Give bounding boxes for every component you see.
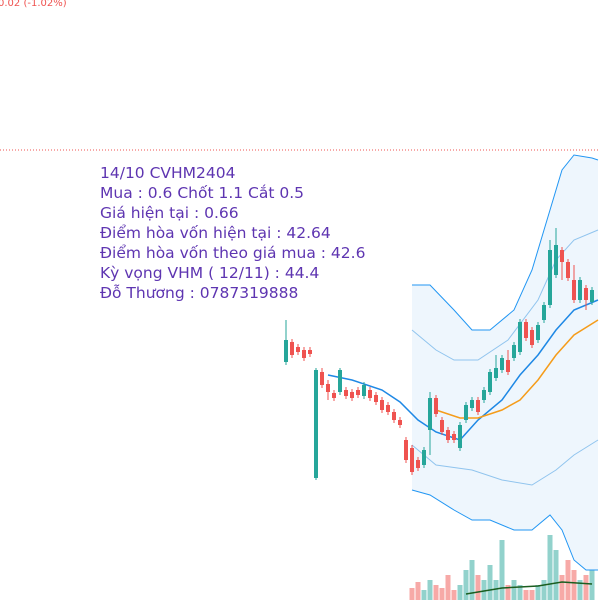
candle-body [494, 368, 498, 378]
candle-body [542, 305, 546, 320]
candle-body [488, 372, 492, 392]
volume-bar [517, 585, 523, 600]
candle-body [416, 460, 420, 468]
candle-body [368, 390, 372, 398]
volume-bar [565, 560, 571, 600]
candle-body [356, 390, 360, 395]
volume-bar [511, 580, 517, 600]
volume-bar [409, 588, 415, 600]
candle-body [518, 322, 522, 352]
candle-body [290, 342, 294, 355]
indicator-line [411, 489, 598, 571]
indicator-line [327, 299, 599, 441]
volume-bar [571, 570, 577, 600]
candle-body [584, 288, 588, 300]
volume-bar [469, 560, 475, 600]
volume-bar [445, 575, 451, 600]
volume-bar [577, 580, 583, 600]
candle-body [398, 420, 402, 425]
candle-body [536, 325, 540, 340]
volume-bar [475, 575, 481, 600]
candle-body [590, 290, 594, 302]
candle-body [380, 400, 384, 410]
volume-bar [439, 588, 445, 600]
candle-body [434, 398, 438, 414]
candle-body [392, 412, 396, 420]
candle-body [362, 385, 366, 396]
volume-bar [451, 590, 457, 600]
candle-body [572, 280, 576, 300]
volume-bar [523, 590, 529, 600]
volume-bar [415, 582, 421, 600]
indicator-line [411, 229, 599, 361]
candle-body [566, 262, 570, 278]
volume-bar [463, 570, 469, 600]
volume-bar [427, 580, 433, 600]
candle-body [404, 440, 408, 460]
candle-body [524, 322, 528, 338]
volume-bar [487, 565, 493, 600]
volume-bar [457, 585, 463, 600]
candle-body [458, 425, 462, 448]
header-change: 0.02 (-1.02%) [0, 0, 67, 9]
annotation-line: Đỗ Thương : 0787319888 [100, 284, 298, 302]
annotation-line: Giá hiện tại : 0.66 [100, 204, 239, 222]
volume-bar [583, 575, 589, 600]
volume-bar [481, 580, 487, 600]
volume-bar [553, 550, 559, 600]
candle-body [314, 370, 318, 478]
candle-body [422, 450, 426, 465]
volume-bar [589, 570, 595, 600]
volume-bar [535, 585, 541, 600]
candle-body [476, 400, 480, 412]
candle-body [440, 420, 444, 432]
candle-body [446, 430, 450, 440]
candle-body [326, 384, 330, 392]
candle-body [464, 405, 468, 420]
volume-bar [499, 540, 505, 600]
candle-body [470, 400, 474, 408]
candle-body [320, 372, 324, 385]
candle-body [452, 434, 456, 440]
volume-bar [505, 585, 511, 600]
candle-body [554, 245, 558, 275]
candle-body [578, 280, 582, 300]
annotation-line: Điểm hòa vốn hiện tại : 42.64 [100, 224, 331, 242]
annotation-line: 14/10 CVHM2404 [100, 164, 236, 182]
candle-body [344, 390, 348, 396]
volume-bar [421, 590, 427, 600]
volume-bar [559, 575, 565, 600]
candle-body [500, 358, 504, 370]
indicator-line [411, 439, 599, 486]
volume-bar [541, 580, 547, 600]
candle-body [350, 392, 354, 398]
volume-bar [529, 590, 535, 600]
candle-body [332, 393, 336, 398]
candle-body [284, 340, 288, 362]
candle-body [428, 398, 432, 430]
candle-body [338, 370, 342, 392]
candle-body [530, 330, 534, 345]
candle-body [296, 347, 300, 352]
candle-body [512, 345, 516, 358]
candle-body [560, 250, 564, 262]
annotation-line: Kỳ vọng VHM ( 12/11) : 44.4 [100, 264, 319, 282]
volume-ma [465, 581, 593, 595]
candle-body [548, 250, 552, 305]
annotation-line: Mua : 0.6 Chốt 1.1 Cắt 0.5 [100, 184, 304, 202]
candle-body [482, 390, 486, 400]
candle-body [302, 350, 306, 358]
volume-bar [493, 580, 499, 600]
annotation-line: Điểm hòa vốn theo giá mua : 42.6 [100, 244, 365, 262]
volume-bar [433, 585, 439, 600]
indicator-line [412, 154, 599, 331]
candle-body [410, 448, 414, 472]
volume-bar [547, 535, 553, 600]
candle-body [506, 360, 510, 372]
band-fill [412, 155, 598, 570]
candle-body [308, 350, 312, 354]
candle-body [386, 405, 390, 412]
candle-body [374, 395, 378, 402]
